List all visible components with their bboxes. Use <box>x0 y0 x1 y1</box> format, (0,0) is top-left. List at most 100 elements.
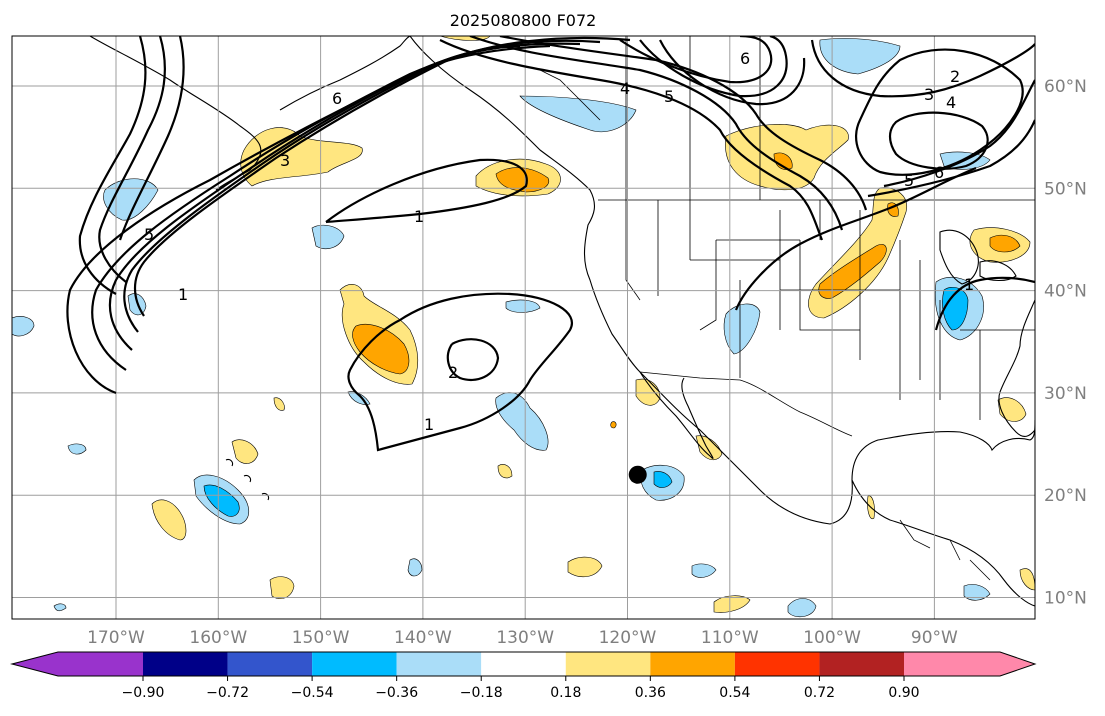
contour-line <box>888 111 989 170</box>
colorbar-segment <box>650 652 735 676</box>
colorbar-tick-label: −0.72 <box>206 685 249 701</box>
graticule <box>12 36 1035 619</box>
contour-line <box>883 79 1035 188</box>
contour-line <box>639 36 788 98</box>
contour-label: 6 <box>934 163 944 182</box>
contour-label: 3 <box>280 151 290 170</box>
contour-line <box>78 36 147 295</box>
shade-light-blue <box>519 95 637 132</box>
contour-line <box>133 36 631 317</box>
shade-yellow <box>269 576 295 599</box>
contour-label: 4 <box>946 93 956 112</box>
longitude-axis: 170°W 160°W 150°W 140°W 130°W 120°W 110°W 100°W… <box>87 628 958 648</box>
contour-label: 5 <box>904 171 914 190</box>
shade-light-blue <box>691 563 717 578</box>
colorbar-tick-label: 0.54 <box>719 685 750 701</box>
contour-label: 2 <box>448 363 458 382</box>
state-borders <box>625 200 1035 420</box>
shade-light-blue <box>963 584 991 601</box>
shade-yellow <box>273 397 285 411</box>
latitude-label: 40°N <box>1044 282 1087 302</box>
contour-line <box>934 276 1035 331</box>
colorbar-segment <box>227 652 313 676</box>
contour-line <box>659 39 806 106</box>
contour-line <box>118 36 185 241</box>
contour-labels: 1 1 1 1 2 2 3 3 4 4 5 5 5 6 6 6 <box>144 49 974 434</box>
colorbar-tick-label: 0.72 <box>804 685 835 701</box>
shade-orange <box>610 421 617 429</box>
central-america-borders <box>899 519 991 581</box>
longitude-label: 160°W <box>189 628 247 648</box>
latitude-label: 50°N <box>1044 179 1087 199</box>
political-borders <box>539 36 1035 581</box>
shade-orange <box>818 244 887 299</box>
contour-line <box>810 39 1035 98</box>
map-panel: 1 1 1 1 2 2 3 3 4 4 5 5 5 6 6 6 170°W 160… <box>11 35 1087 648</box>
latitude-label: 20°N <box>1044 486 1087 506</box>
colorbar-tick-label: −0.54 <box>291 685 334 701</box>
contour-label: 1 <box>178 285 188 304</box>
colorbar-segment <box>819 652 904 676</box>
colorbar-extension-low <box>12 652 143 676</box>
latitude-label: 10°N <box>1044 589 1087 609</box>
shade-light-blue <box>12 316 35 337</box>
map-frame <box>11 35 1036 620</box>
longitude-label: 150°W <box>292 628 350 648</box>
contour-label: 1 <box>414 207 424 226</box>
contour-line <box>469 36 844 231</box>
colorbar-tick-label: 0.18 <box>550 685 581 701</box>
shade-deep-blue <box>203 484 240 517</box>
shade-orange <box>989 234 1021 253</box>
shade-light-blue <box>53 603 67 612</box>
shade-yellow <box>567 556 603 578</box>
colorbar-segment <box>396 652 482 676</box>
shade-light-blue <box>311 224 345 249</box>
colorbar-outline <box>10 651 1037 677</box>
shade-orange <box>352 324 410 375</box>
shade-light-blue <box>723 303 761 355</box>
contour-line <box>439 39 824 241</box>
shade-light-blue <box>407 558 423 577</box>
colorbar-extension-high <box>904 652 1035 676</box>
contour-line <box>325 158 528 224</box>
contour-label: 1 <box>964 275 974 294</box>
colorbar-tick-label: −0.90 <box>122 685 165 701</box>
contour-line <box>867 119 1035 198</box>
contour-lines <box>66 36 1035 452</box>
colorbar-segment <box>734 652 820 676</box>
latitude-label: 60°N <box>1044 77 1087 97</box>
us-mexico-border <box>639 371 853 437</box>
colorbar: −0.90 −0.72 −0.54 −0.36 −0.18 0.18 0.36 0.54 0.7… <box>10 651 1037 701</box>
shade-light-blue <box>495 392 549 451</box>
point-marker <box>628 465 647 484</box>
shade-yellow <box>695 435 723 461</box>
contour-line <box>446 338 500 382</box>
contour-label: 6 <box>740 49 750 68</box>
colorbar-segment <box>565 652 651 676</box>
contour-label: 5 <box>144 225 154 244</box>
longitude-label: 130°W <box>496 628 554 648</box>
contour-label: 6 <box>332 89 342 108</box>
latitude-label: 30°N <box>1044 384 1087 404</box>
contour-label: 4 <box>620 79 630 98</box>
longitude-label: 170°W <box>87 628 145 648</box>
colorbar-tick-label: 0.36 <box>635 685 666 701</box>
shade-yellow <box>713 595 751 613</box>
baja-coast <box>639 371 714 459</box>
contour-line <box>855 48 1024 176</box>
longitude-label: 100°W <box>803 628 861 648</box>
longitude-label: 120°W <box>599 628 657 648</box>
colorbar-segment <box>143 652 228 676</box>
colorbar-tick-label: −0.36 <box>375 685 418 701</box>
contour-label: 2 <box>950 67 960 86</box>
shade-light-blue <box>787 598 817 618</box>
colorbar-tick-label: 0.90 <box>888 685 919 701</box>
contour-label: 5 <box>664 87 674 106</box>
latitude-axis: 60°N 50°N 40°N 30°N 20°N 10°N <box>1044 77 1087 609</box>
shade-deep-blue <box>942 287 969 331</box>
shade-yellow <box>240 127 363 187</box>
figure-title: 2025080800 F072 <box>450 11 597 30</box>
shade-yellow <box>231 439 259 464</box>
shade-yellow <box>151 499 187 541</box>
